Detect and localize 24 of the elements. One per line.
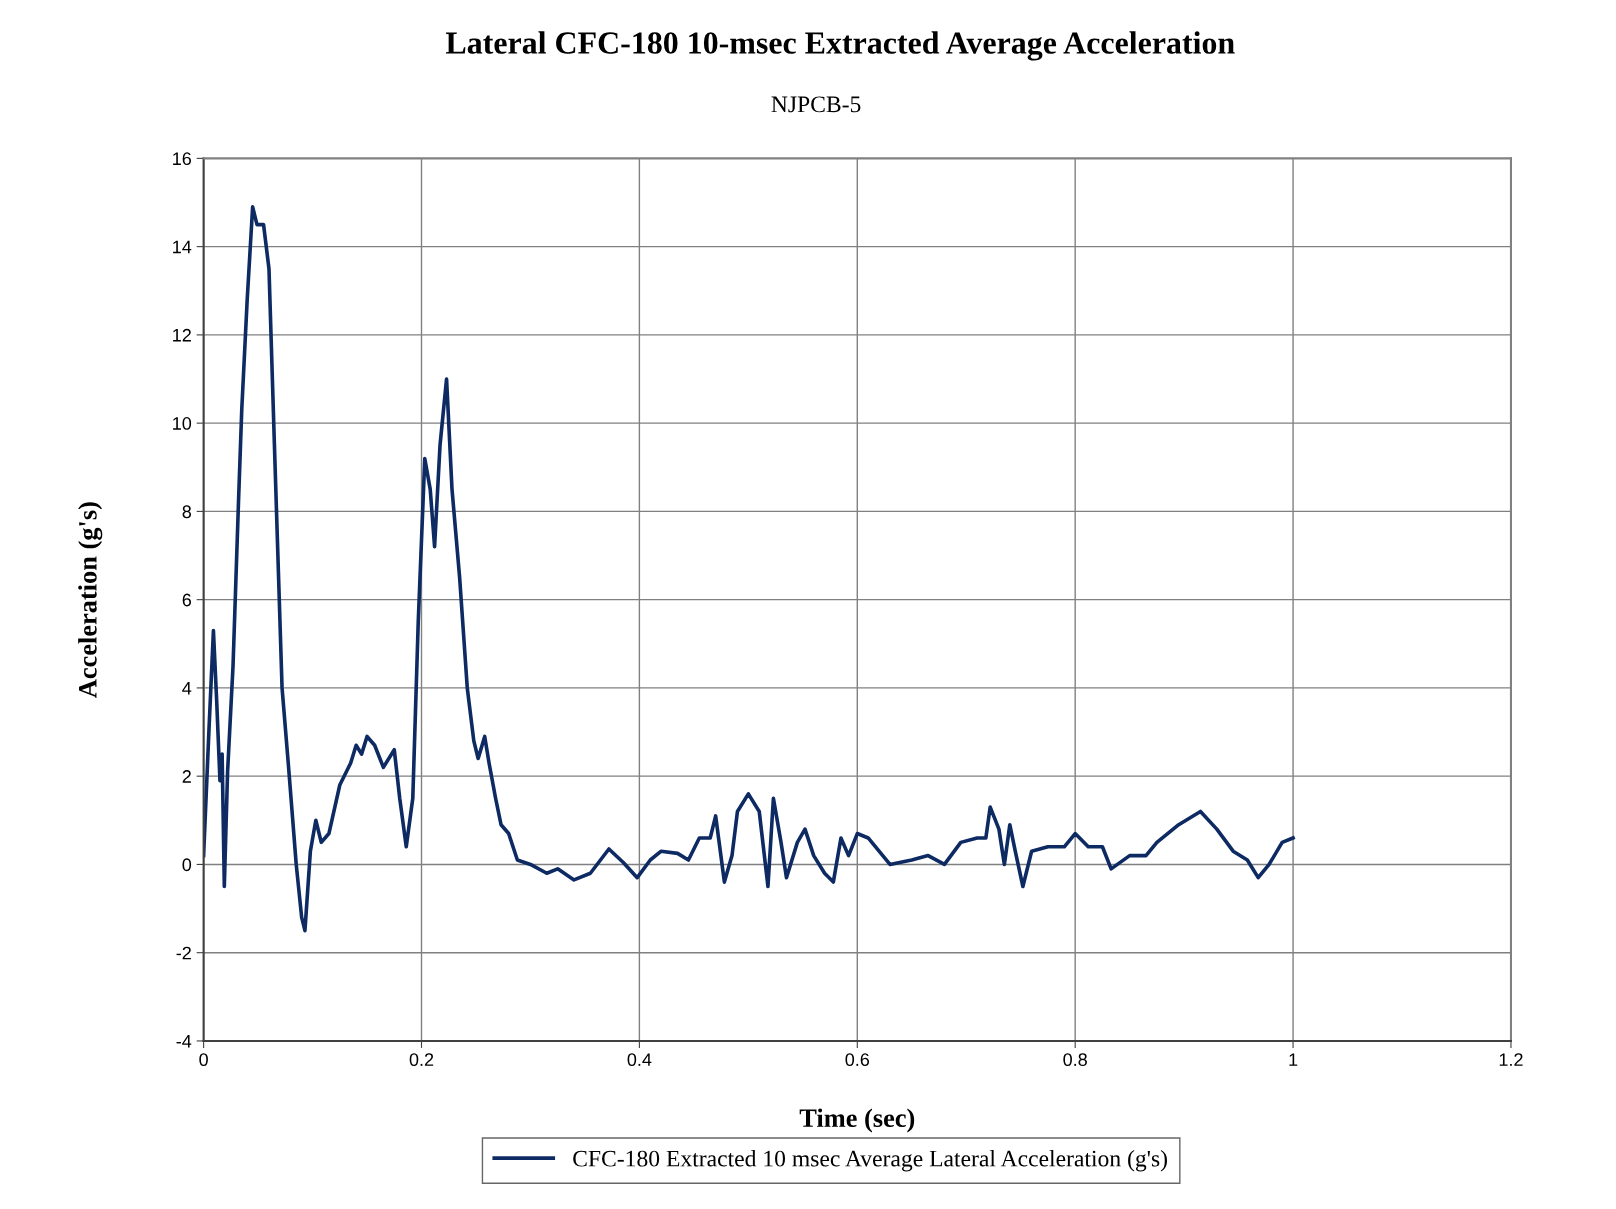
y-tick-label: -4 bbox=[176, 1035, 192, 1048]
y-tick-label: 16 bbox=[173, 152, 192, 166]
y-tick-label: -2 bbox=[176, 946, 191, 960]
y-tick-label: 10 bbox=[173, 417, 192, 430]
chart-subtitle: NJPCB-5 bbox=[771, 96, 861, 113]
x-tick-label: 0 bbox=[199, 1053, 208, 1067]
x-tick-label: 1.2 bbox=[1499, 1053, 1523, 1066]
x-tick-label: 0.6 bbox=[845, 1053, 870, 1067]
legend-label: CFC-180 Extracted 10 msec Average Lateral Acceleration (g's) bbox=[573, 1149, 1167, 1172]
x-axis-title: Time (sec) bbox=[799, 1108, 915, 1133]
chart-title: Lateral CFC-180 10-msec Extracted Average Acceleration bbox=[445, 31, 1235, 61]
y-tick-label: 4 bbox=[182, 682, 192, 695]
y-tick-label: 2 bbox=[182, 770, 191, 783]
x-tick-label: 0.8 bbox=[1063, 1053, 1087, 1067]
y-tick-label: 14 bbox=[173, 240, 192, 254]
y-tick-label: 0 bbox=[182, 858, 192, 872]
y-axis-title: Acceleration (g's) bbox=[78, 502, 103, 698]
y-tick-label: 12 bbox=[173, 328, 191, 342]
y-tick-label: 6 bbox=[182, 593, 192, 607]
x-tick-label: 1 bbox=[1289, 1053, 1298, 1066]
line-series bbox=[203, 205, 1295, 933]
y-tick-label: 8 bbox=[182, 505, 192, 519]
x-tick-label: 0.4 bbox=[627, 1053, 652, 1067]
x-tick-label: 0.2 bbox=[409, 1053, 434, 1067]
